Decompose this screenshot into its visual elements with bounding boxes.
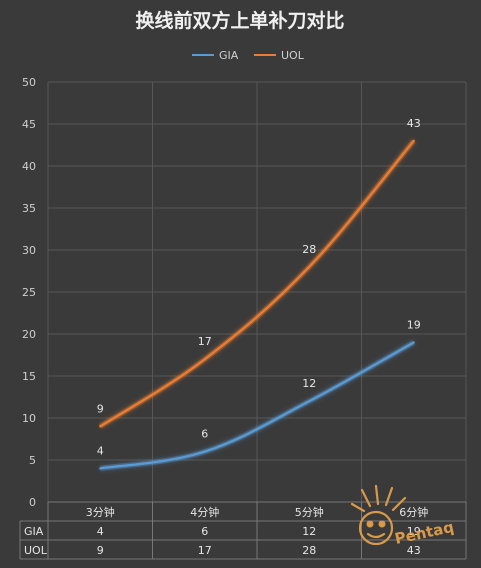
y-axis: 0 5 10 15 20 25 30 35 40 45 50 — [22, 76, 36, 509]
y-tick-label: 20 — [22, 328, 36, 341]
data-label-gia: 6 — [201, 428, 208, 441]
data-label-gia: 12 — [302, 377, 316, 390]
data-label-uol: 9 — [97, 402, 104, 415]
series-line-uol — [99, 139, 415, 428]
table-cell: 6 — [201, 525, 208, 538]
table-cell: 9 — [97, 544, 104, 557]
data-label-uol: 17 — [198, 335, 212, 348]
y-tick-label: 40 — [22, 160, 36, 173]
legend: GIA UOL — [192, 49, 305, 62]
data-label-gia: 4 — [97, 444, 104, 457]
data-labels: 4 6 12 19 9 17 28 43 — [97, 117, 421, 458]
y-tick-label: 50 — [22, 76, 36, 89]
x-tick-label: 6分钟 — [399, 505, 428, 519]
series-line-gia — [99, 341, 415, 470]
y-tick-label: 10 — [22, 412, 36, 425]
data-label-uol: 28 — [302, 243, 316, 256]
series-lines — [98, 139, 416, 471]
table-row-header-uol: UOL — [24, 544, 48, 557]
data-label-gia: 19 — [407, 318, 421, 331]
y-tick-label: 5 — [29, 454, 36, 467]
x-tick-label: 5分钟 — [295, 505, 324, 519]
y-tick-label: 30 — [22, 244, 36, 257]
table-cell: 19 — [407, 525, 421, 538]
table-cell: 4 — [97, 525, 104, 538]
x-tick-label: 3分钟 — [86, 505, 115, 519]
chart-title: 换线前双方上单补刀对比 — [135, 9, 344, 32]
y-tick-label: 0 — [29, 496, 36, 509]
legend-label-uol: UOL — [281, 49, 305, 62]
data-table: 3分钟 4分钟 5分钟 6分钟 GIA 4 6 12 19 UOL 9 17 28 43 — [19, 501, 467, 560]
y-tick-label: 35 — [22, 202, 36, 215]
data-label-uol: 43 — [407, 117, 421, 130]
table-cell: 12 — [302, 525, 316, 538]
table-cell: 28 — [302, 544, 316, 557]
y-tick-label: 25 — [22, 286, 36, 299]
legend-label-gia: GIA — [219, 49, 239, 62]
x-tick-label: 4分钟 — [190, 505, 219, 519]
y-tick-label: 15 — [22, 370, 36, 383]
table-row-header-gia: GIA — [24, 525, 44, 538]
table-cell: 43 — [407, 544, 421, 557]
y-tick-label: 45 — [22, 118, 36, 131]
table-cell: 17 — [198, 544, 212, 557]
